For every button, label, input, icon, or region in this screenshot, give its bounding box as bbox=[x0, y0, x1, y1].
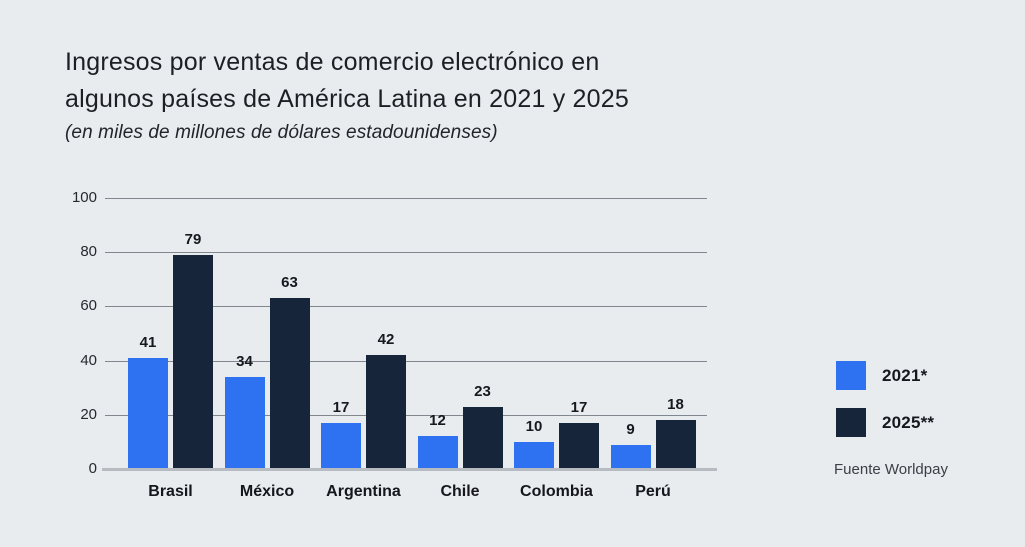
bar-2025-Argentina bbox=[366, 355, 406, 469]
bar-2021-Argentina bbox=[321, 422, 361, 469]
value-label-2025-Chile: 23 bbox=[474, 382, 491, 400]
chart-title-line1: Ingresos por ventas de comercio electrón… bbox=[65, 48, 600, 76]
y-tick-label-40: 40 bbox=[80, 351, 97, 369]
bar-2025-Chile bbox=[462, 406, 503, 469]
x-axis-label-México: México bbox=[239, 483, 295, 500]
x-axis-label-Perú: Perú bbox=[635, 483, 671, 500]
bar-2025-Brasil bbox=[173, 254, 213, 469]
chart-title-line2: algunos países de América Latina en 2021… bbox=[65, 85, 629, 113]
chart-subtitle: (en miles de millones de dólares estadou… bbox=[65, 122, 498, 143]
bar-2021-Colombia bbox=[514, 441, 554, 469]
y-tick-label-0: 0 bbox=[88, 460, 97, 477]
bar-2025-Perú bbox=[655, 420, 696, 469]
x-axis-label-Colombia: Colombia bbox=[520, 483, 593, 500]
gridline-100 bbox=[105, 198, 707, 199]
value-label-2021-Argentina: 17 bbox=[332, 398, 350, 416]
value-label-2025-México: 63 bbox=[281, 274, 298, 292]
source-credit: Fuente Worldpay bbox=[834, 461, 948, 478]
value-label-2025-Brasil: 79 bbox=[184, 230, 202, 248]
bar-2021-México bbox=[224, 376, 265, 469]
bar-2025-México bbox=[269, 298, 310, 469]
value-label-2021-México: 34 bbox=[236, 352, 253, 370]
bar-2021-Perú bbox=[610, 444, 651, 469]
bar-2021-Brasil bbox=[128, 357, 168, 469]
y-tick-label-100: 100 bbox=[71, 189, 97, 206]
gridline-80 bbox=[105, 252, 707, 254]
y-tick-label-20: 20 bbox=[80, 405, 97, 423]
value-label-2021-Perú: 9 bbox=[626, 420, 635, 438]
bar-2025-Colombia bbox=[559, 422, 599, 469]
chart-title: Ingresos por ventas de comercio electrón… bbox=[65, 44, 629, 118]
gridline-40 bbox=[105, 360, 707, 362]
legend-swatch-2021 bbox=[836, 361, 866, 390]
x-axis-line bbox=[102, 468, 717, 471]
legend-item-2021: 2021* bbox=[836, 361, 927, 390]
legend-swatch-2025 bbox=[836, 408, 866, 437]
y-tick-label-60: 60 bbox=[80, 297, 97, 315]
x-axis-label-Chile: Chile bbox=[440, 483, 480, 500]
x-axis-label-Argentina: Argentina bbox=[326, 483, 401, 500]
x-axis-label-Brasil: Brasil bbox=[148, 483, 193, 500]
value-label-2025-Perú: 18 bbox=[667, 396, 684, 414]
legend-item-2025: 2025** bbox=[836, 408, 934, 437]
gridline-20 bbox=[105, 414, 707, 416]
value-label-2025-Colombia: 17 bbox=[570, 398, 588, 416]
bar-2021-Chile bbox=[417, 436, 458, 469]
gridline-60 bbox=[105, 306, 707, 308]
value-label-2021-Brasil: 41 bbox=[139, 333, 157, 351]
value-label-2021-Chile: 12 bbox=[429, 412, 446, 430]
legend-label-2025: 2025** bbox=[882, 412, 935, 432]
value-label-2021-Colombia: 10 bbox=[525, 417, 543, 435]
value-label-2025-Argentina: 42 bbox=[377, 331, 395, 349]
y-tick-label-80: 80 bbox=[80, 243, 97, 261]
legend-label-2021: 2021* bbox=[882, 365, 928, 385]
